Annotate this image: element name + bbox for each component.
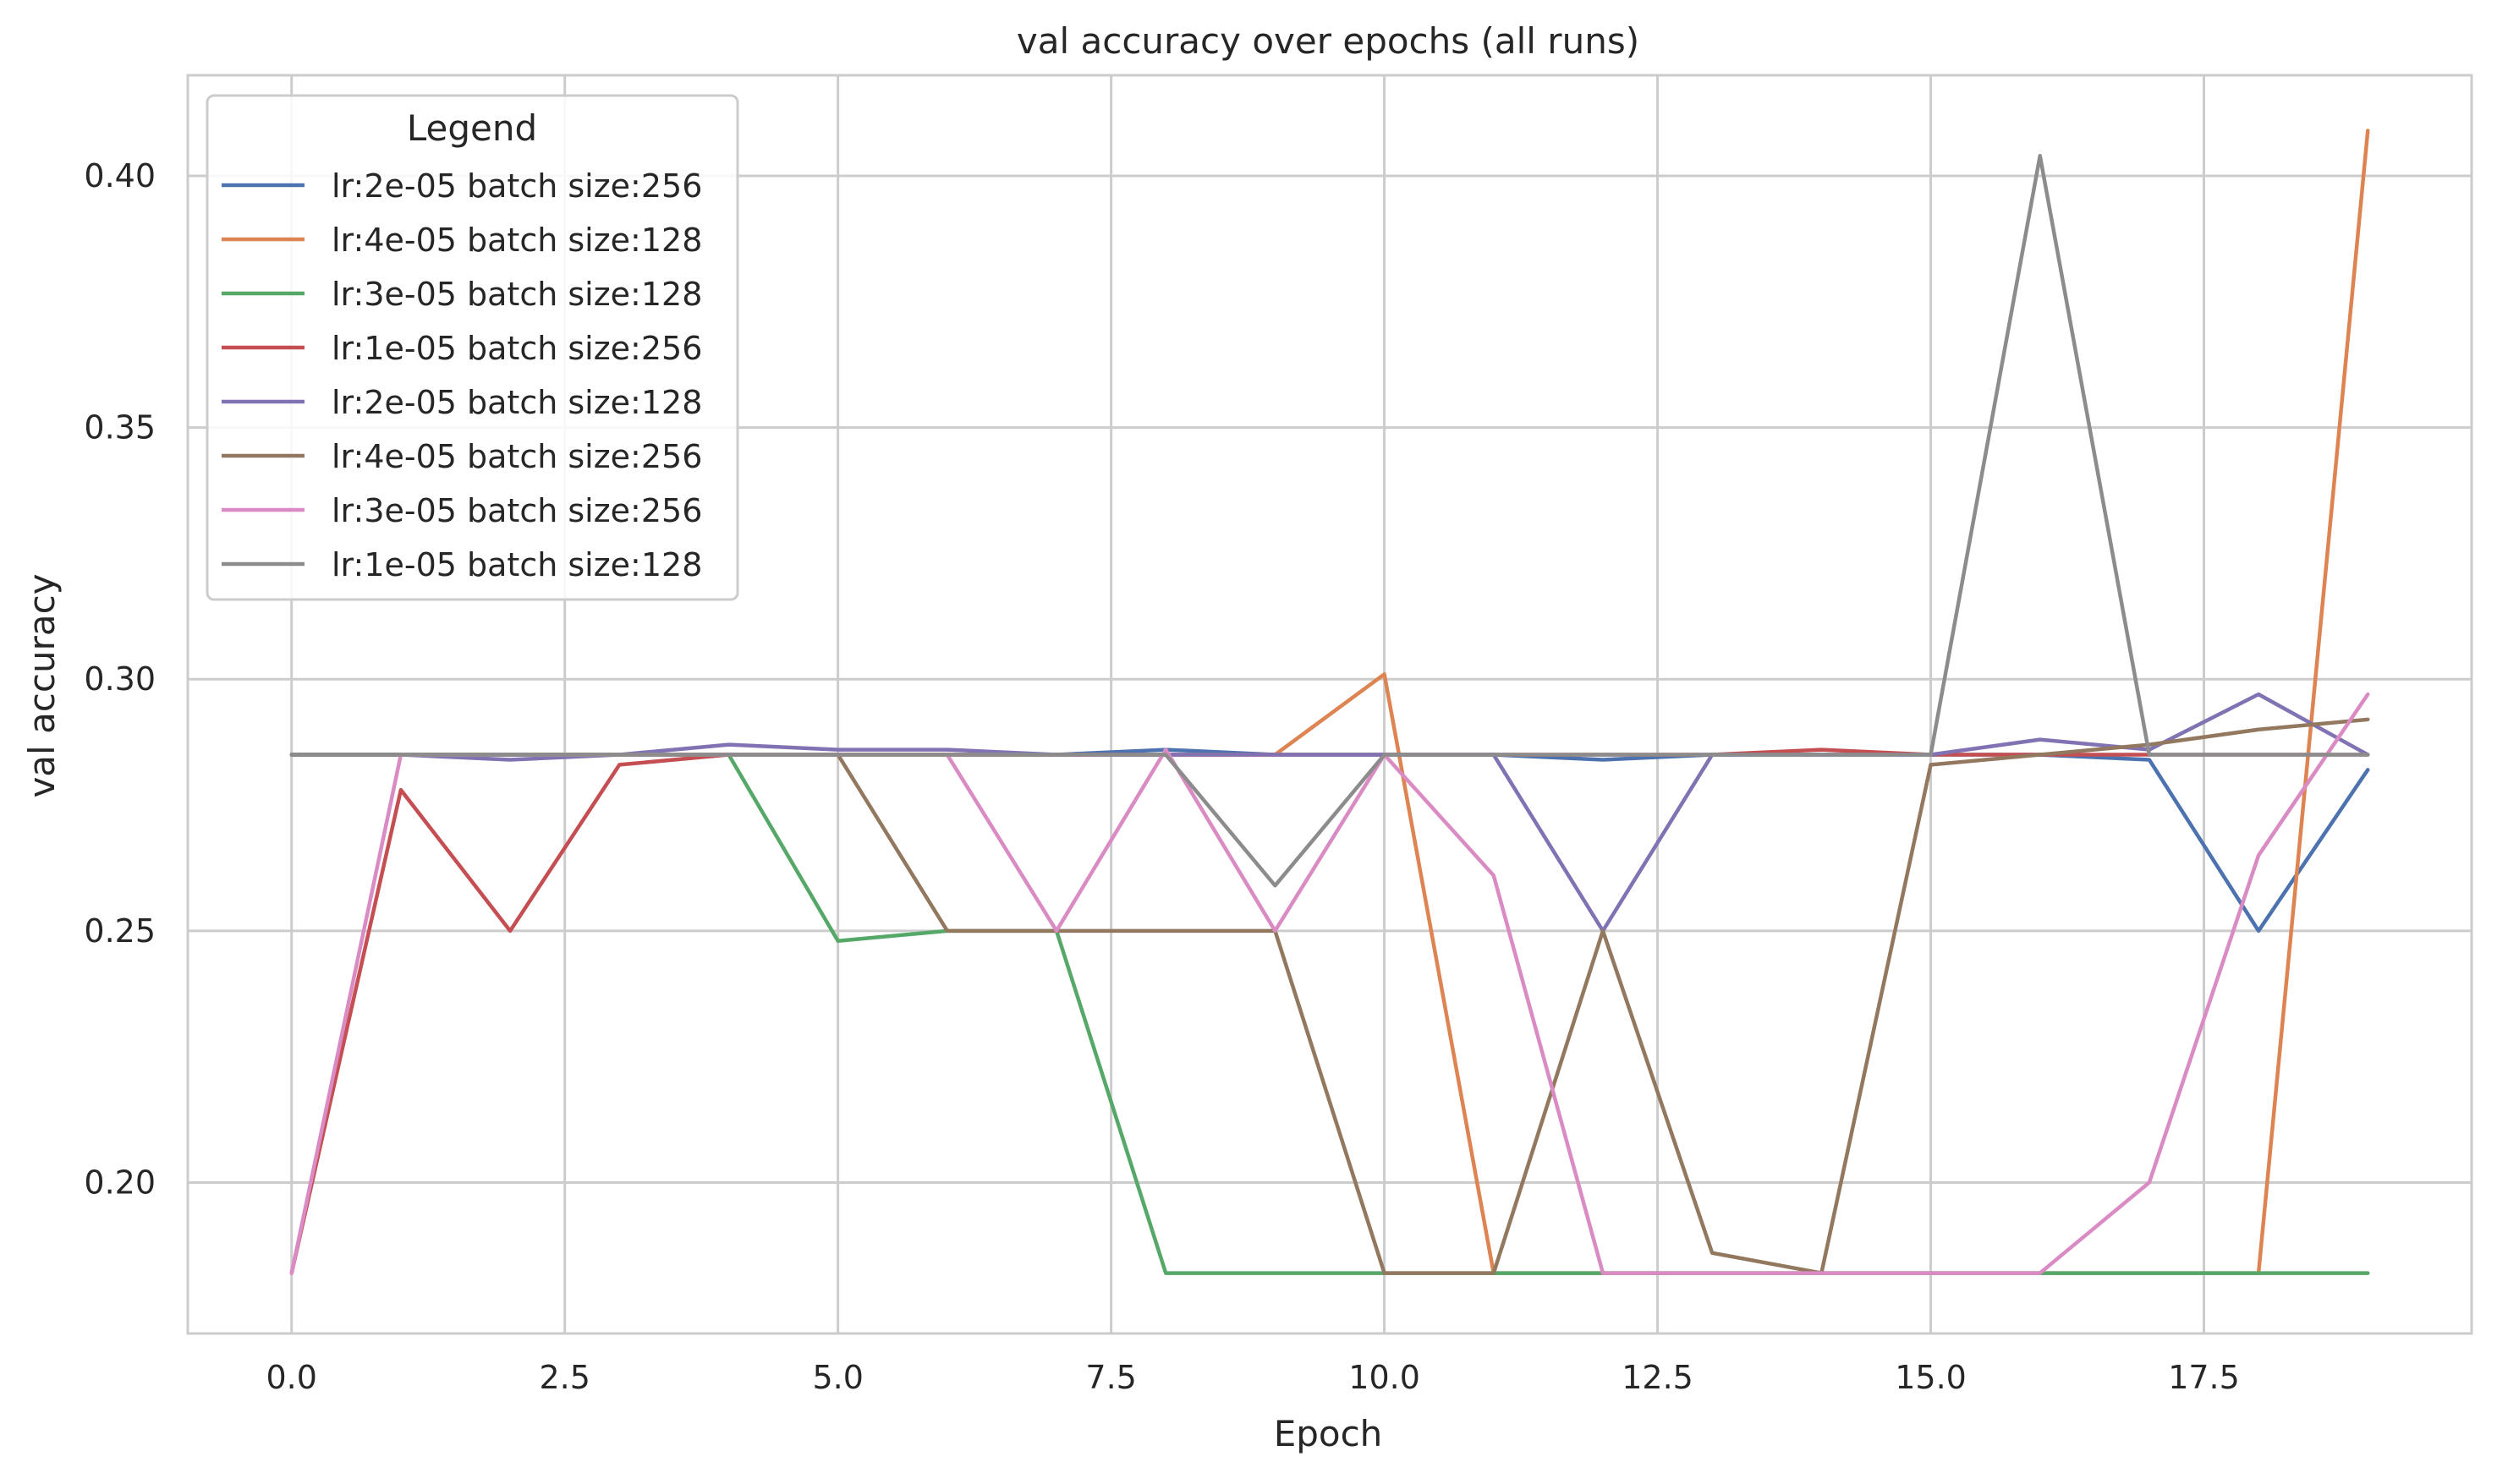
legend-label: lr:1e-05 batch size:128: [332, 546, 702, 583]
y-tick-label: 0.25: [84, 912, 156, 950]
legend-label: lr:4e-05 batch size:128: [332, 222, 702, 259]
y-axis-label: val accuracy: [21, 573, 63, 797]
chart-title: val accuracy over epochs (all runs): [1017, 20, 1639, 62]
y-tick-label: 0.30: [84, 660, 156, 698]
legend-title: Legend: [407, 107, 537, 149]
plot-frame: [186, 74, 2473, 1335]
y-tick-label: 0.40: [84, 157, 156, 194]
legend-label: lr:2e-05 batch size:128: [332, 384, 702, 421]
x-tick-labels: 0.0 2.5 5.0 7.5 10.0 12.5 15.0 17.5: [266, 1359, 2240, 1396]
legend-box: [206, 94, 739, 601]
legend-label: lr:4e-05 batch size:256: [332, 438, 702, 475]
y-tick-label: 0.20: [84, 1164, 156, 1201]
x-tick-label: 5.0: [812, 1359, 863, 1396]
x-tick-label: 2.5: [539, 1359, 590, 1396]
legend-label: lr:3e-05 batch size:256: [332, 492, 702, 529]
legend-label: lr:1e-05 batch size:256: [332, 330, 702, 367]
series-lines: [289, 129, 2370, 1275]
x-tick-label: 15.0: [1895, 1359, 1967, 1396]
x-tick-label: 0.0: [266, 1359, 317, 1396]
series-line: [289, 153, 2370, 888]
y-tick-label: 0.35: [84, 409, 156, 446]
x-axis-label: Epoch: [1274, 1413, 1383, 1454]
legend: Legend lr:2e-05 batch size:256 lr:4e-05 b…: [206, 94, 739, 601]
x-tick-label: 17.5: [2168, 1359, 2240, 1396]
legend-entries: lr:2e-05 batch size:256 lr:4e-05 batch si…: [222, 167, 702, 583]
x-tick-label: 12.5: [1622, 1359, 1693, 1396]
grid: [188, 75, 2472, 1333]
legend-label: lr:3e-05 batch size:128: [332, 276, 702, 313]
y-tick-labels: 0.20 0.25 0.30 0.35 0.40: [84, 157, 156, 1201]
legend-label: lr:2e-05 batch size:256: [332, 167, 702, 205]
x-tick-label: 10.0: [1348, 1359, 1420, 1396]
x-tick-label: 7.5: [1085, 1359, 1136, 1396]
